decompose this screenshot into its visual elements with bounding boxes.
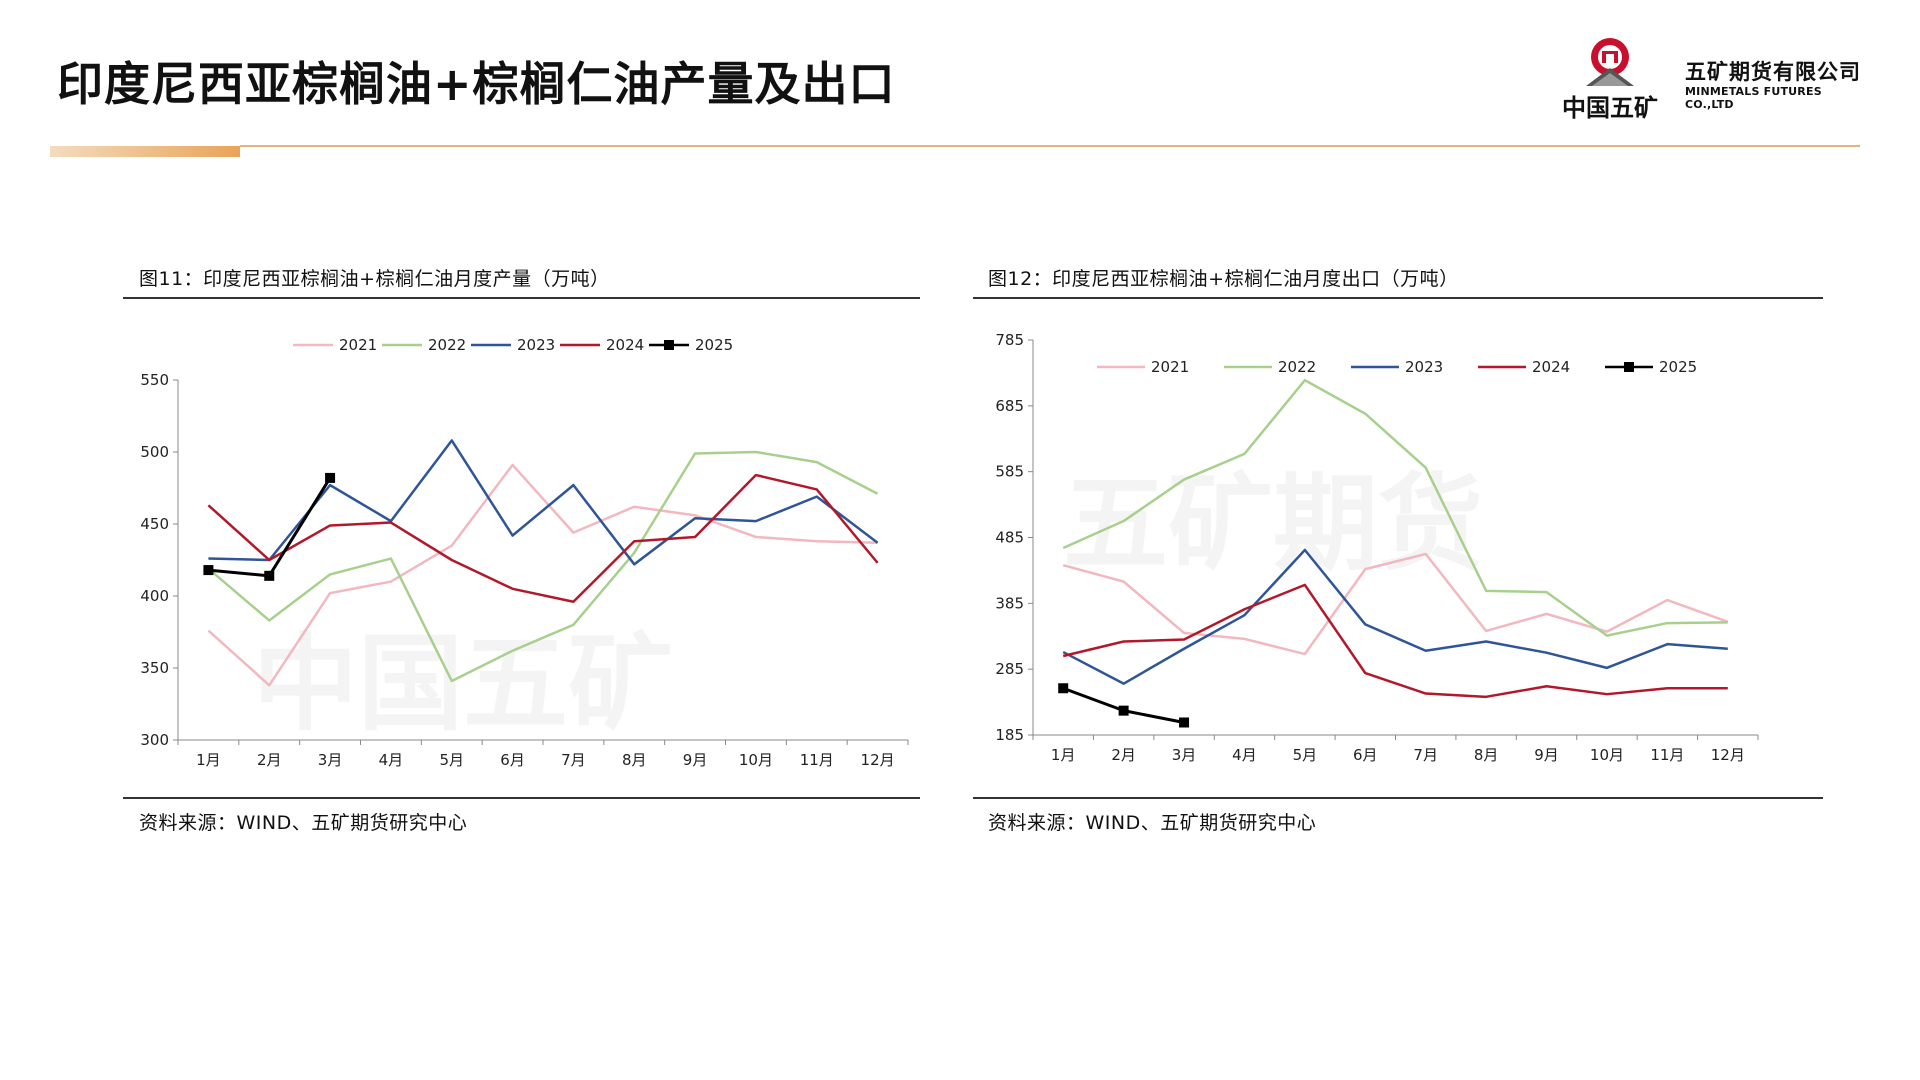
chart1-source: 资料来源：WIND、五矿期货研究中心 bbox=[139, 812, 468, 834]
chart2-x-tick-label: 9月 bbox=[1534, 746, 1559, 764]
chart2-y-tick-label: 585 bbox=[995, 463, 1024, 481]
company-name-cn: 五矿期货有限公司 bbox=[1685, 60, 1861, 84]
chart1-legend-marker bbox=[664, 340, 674, 350]
chart2-bottom-rule bbox=[973, 797, 1823, 799]
chart1-y-tick-label: 350 bbox=[140, 659, 169, 677]
chart2-export: 五矿期货 185 285 385 485 585 685 785 1月 2月 3月 4月 5月 6月 7月… bbox=[995, 331, 1759, 764]
chart2-series-2025-line bbox=[1062, 686, 1185, 724]
chart2-title: 图12：印度尼西亚棕榈油+棕榈仁油月度出口（万吨） bbox=[988, 268, 1459, 290]
chart1-legend-label: 2025 bbox=[695, 336, 733, 354]
chart2-source: 资料来源：WIND、五矿期货研究中心 bbox=[988, 812, 1317, 834]
chart2-y-tick-label: 485 bbox=[995, 529, 1024, 547]
header-accent-bar bbox=[50, 146, 240, 157]
chart2-legend-label: 2022 bbox=[1278, 358, 1316, 376]
chart1-x-tick-label: 4月 bbox=[379, 751, 404, 769]
chart1-legend-label: 2022 bbox=[428, 336, 466, 354]
chart1-legend-label: 2023 bbox=[517, 336, 555, 354]
chart1-x-tick-label: 5月 bbox=[439, 751, 464, 769]
chart2-series-2022-line bbox=[1062, 378, 1728, 637]
chart2-y-tick-label: 385 bbox=[995, 594, 1024, 612]
chart1-x-tick-label: 3月 bbox=[318, 751, 343, 769]
chart2-x-tick-label: 7月 bbox=[1413, 746, 1438, 764]
chart1-x-tick-label: 12月 bbox=[861, 751, 895, 769]
company-logo: 中国五矿 五矿期货有限公司 MINMETALS FUTURES CO.,LTD bbox=[1560, 38, 1870, 128]
chart1-series-2021-line bbox=[207, 463, 878, 687]
chart1-series-2022-line bbox=[207, 450, 879, 683]
chart1-y-tick-label: 450 bbox=[140, 515, 169, 533]
watermark-right: 五矿期货 bbox=[1063, 463, 1483, 585]
chart2-series-2025-point bbox=[1118, 705, 1129, 716]
chart1-production: 中国五矿 300 350 400 450 500 550 1月 2月 3月 4月 5月 6月 7月 8月 9… bbox=[140, 336, 909, 769]
chart2-x-tick-label: 3月 bbox=[1172, 746, 1197, 764]
chart2-series-2025-point bbox=[1179, 717, 1190, 728]
chart2-x-tick-label: 10月 bbox=[1590, 746, 1624, 764]
page-title: 印度尼西亚棕榈油+棕榈仁油产量及出口 bbox=[57, 57, 896, 111]
chart2-legend-label: 2024 bbox=[1532, 358, 1570, 376]
chart1-y-tick-label: 300 bbox=[140, 731, 169, 749]
chart2-y-tick-label: 285 bbox=[995, 660, 1024, 678]
minmetals-logo-icon bbox=[1586, 38, 1634, 86]
chart2-y-tick-label: 785 bbox=[995, 331, 1024, 349]
chart1-y-tick-label: 550 bbox=[140, 371, 169, 389]
chart2-x-tick-label: 12月 bbox=[1711, 746, 1745, 764]
chart1-y-tick-label: 500 bbox=[140, 443, 169, 461]
chart2-x-tick-label: 2月 bbox=[1111, 746, 1136, 764]
chart2-x-tick-label: 4月 bbox=[1232, 746, 1257, 764]
chart1-series-2024-line bbox=[207, 473, 879, 604]
chart1-legend-label: 2021 bbox=[339, 336, 377, 354]
header-divider bbox=[240, 145, 1860, 147]
chart1-x-tick-label: 1月 bbox=[196, 751, 221, 769]
chart1-x-tick-label: 9月 bbox=[683, 751, 708, 769]
chart2-legend-label: 2021 bbox=[1151, 358, 1189, 376]
chart2-series-2023-line bbox=[1062, 548, 1728, 685]
chart1-x-tick-label: 11月 bbox=[800, 751, 834, 769]
chart1-x-tick-label: 6月 bbox=[500, 751, 525, 769]
chart2-y-tick-label: 185 bbox=[995, 726, 1024, 744]
chart1-x-tick-label: 7月 bbox=[561, 751, 586, 769]
chart2-legend-label: 2023 bbox=[1405, 358, 1443, 376]
chart1-top-rule bbox=[123, 297, 920, 299]
chart2-x-tick-label: 1月 bbox=[1051, 746, 1076, 764]
chart1-x-tick-label: 10月 bbox=[739, 751, 773, 769]
chart2-series-2025-point bbox=[1058, 683, 1069, 694]
chart1-series-2025-point bbox=[203, 565, 214, 576]
chart2-series-2024-line bbox=[1062, 583, 1728, 699]
chart1-series-2023-line bbox=[208, 439, 879, 566]
chart2-legend-marker bbox=[1624, 362, 1634, 372]
chart1-legend-label: 2024 bbox=[606, 336, 644, 354]
chart1-y-tick-label: 400 bbox=[140, 587, 169, 605]
chart2-y-tick-label: 685 bbox=[995, 397, 1024, 415]
chart2-series-2021-line bbox=[1062, 552, 1729, 656]
chart1-series-2025-point bbox=[325, 472, 336, 483]
chart2-x-tick-label: 5月 bbox=[1293, 746, 1318, 764]
chart1-x-tick-label: 2月 bbox=[257, 751, 282, 769]
company-name-en: MINMETALS FUTURES CO.,LTD bbox=[1685, 85, 1822, 111]
chart1-bottom-rule bbox=[123, 797, 920, 799]
chart1-title: 图11：印度尼西亚棕榈油+棕榈仁油月度产量（万吨） bbox=[139, 268, 610, 290]
chart2-x-tick-label: 8月 bbox=[1474, 746, 1499, 764]
chart2-x-tick-label: 6月 bbox=[1353, 746, 1378, 764]
watermark-left: 中国五矿 bbox=[253, 623, 673, 745]
chart1-x-tick-label: 8月 bbox=[622, 751, 647, 769]
logo-cn-name: 中国五矿 bbox=[1562, 94, 1658, 122]
chart1-series-2025-point bbox=[264, 570, 275, 581]
chart2-legend-label: 2025 bbox=[1659, 358, 1697, 376]
chart2-x-tick-label: 11月 bbox=[1650, 746, 1684, 764]
chart2-top-rule bbox=[973, 297, 1823, 299]
